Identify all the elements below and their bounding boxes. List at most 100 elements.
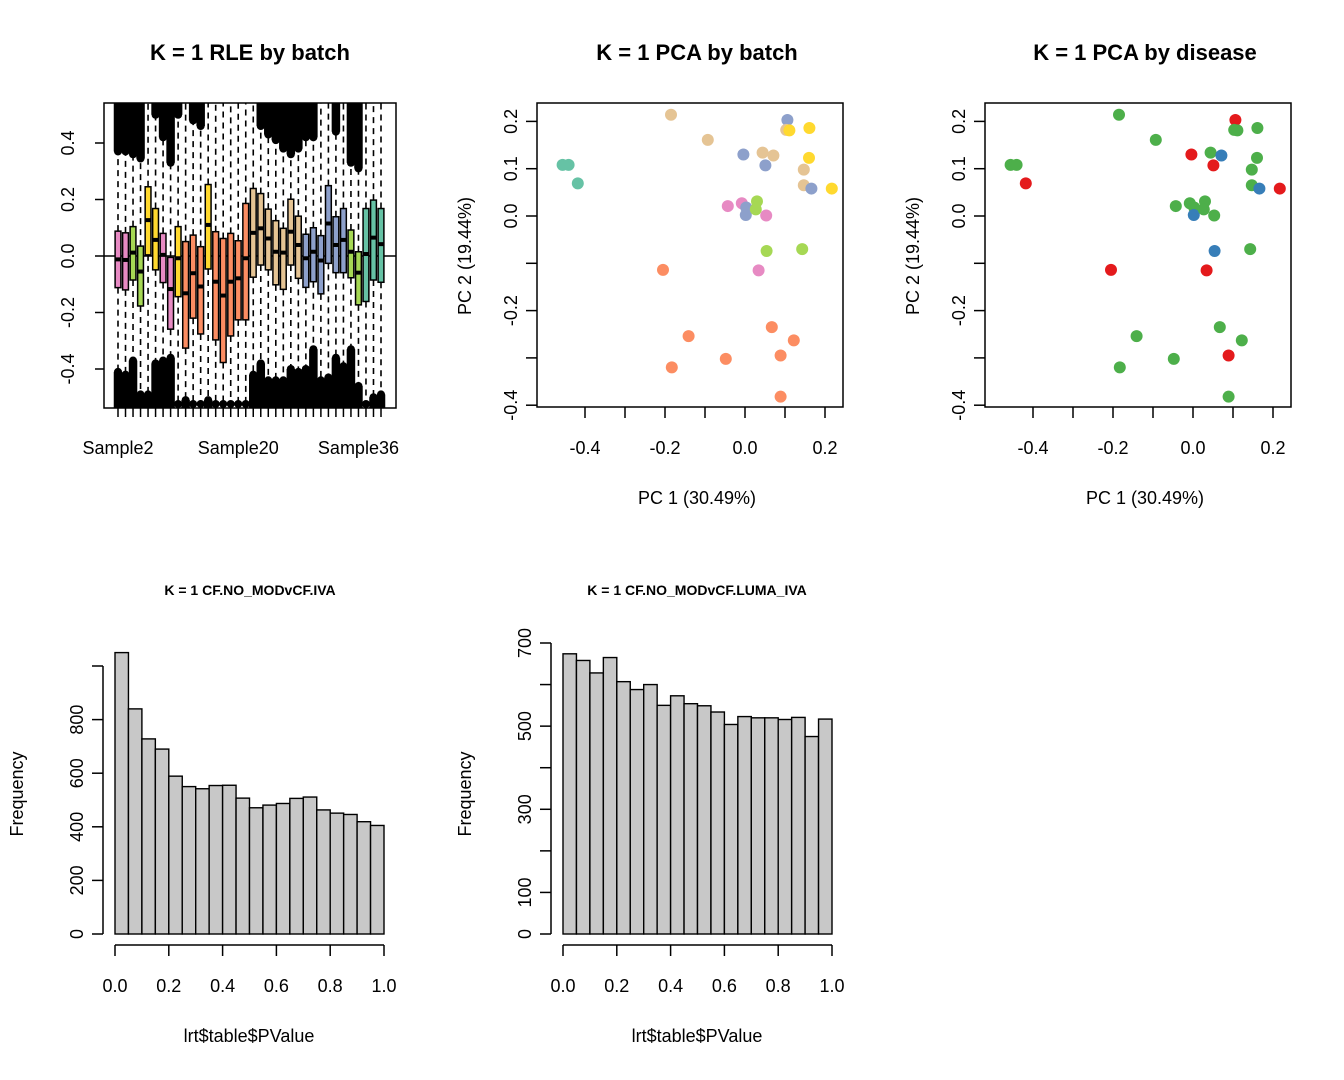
data-point-green bbox=[1213, 321, 1226, 334]
data-point-green bbox=[1235, 334, 1248, 347]
box-orange bbox=[227, 232, 235, 337]
outliers-upper bbox=[346, 103, 356, 163]
x-tick-label: 0.4 bbox=[210, 976, 235, 996]
x-tick-label: 0.4 bbox=[658, 976, 683, 996]
box-blue bbox=[317, 234, 325, 295]
outlier-point bbox=[196, 122, 205, 131]
y-tick-label: -0.4 bbox=[949, 390, 969, 421]
data-point-pink bbox=[721, 200, 734, 213]
y-tick-label: 300 bbox=[515, 794, 535, 824]
histogram-bar bbox=[154, 748, 170, 935]
data-point-orange bbox=[787, 334, 800, 347]
data-point-green bbox=[760, 245, 773, 258]
outliers-lower bbox=[346, 349, 356, 408]
outlier-point bbox=[256, 359, 265, 368]
chart-title: K = 1 CF.NO_MODvCF.IVA bbox=[164, 582, 335, 598]
outlier-point bbox=[361, 400, 370, 408]
data-point-yellow bbox=[803, 151, 815, 164]
x-tick-label: 0.2 bbox=[156, 976, 181, 996]
x-tick-label: 0.6 bbox=[264, 976, 289, 996]
outlier-point bbox=[196, 400, 205, 408]
outlier-point bbox=[271, 376, 280, 385]
histogram-bar bbox=[262, 804, 278, 935]
outliers-upper bbox=[264, 103, 273, 135]
outliers-lower bbox=[294, 371, 303, 408]
x-tick-label: 0.0 bbox=[1180, 438, 1205, 458]
box-blue bbox=[302, 233, 310, 289]
box-orange bbox=[212, 230, 220, 341]
outlier-point bbox=[151, 359, 160, 368]
x-axis-label: lrt$table$PValue bbox=[184, 1026, 315, 1046]
data-point-green bbox=[1113, 361, 1126, 374]
data-point-yellow bbox=[825, 182, 838, 195]
data-point-pink bbox=[752, 264, 765, 277]
histogram-bar bbox=[723, 723, 739, 935]
histogram-bar bbox=[696, 705, 712, 935]
box-green bbox=[354, 251, 363, 306]
outlier-point bbox=[121, 147, 130, 156]
box-green bbox=[347, 229, 355, 279]
outliers-upper bbox=[301, 103, 311, 138]
outlier-point bbox=[264, 376, 273, 385]
histogram-bar bbox=[629, 688, 645, 935]
panel-pca-by-disease: K = 1 PCA by disease PC 1 (30.49%) PC 2 … bbox=[903, 40, 1292, 508]
outlier-point bbox=[189, 400, 198, 408]
data-point-tan bbox=[767, 149, 780, 162]
y-tick-label: 0.2 bbox=[58, 187, 78, 212]
outlier-point bbox=[159, 356, 168, 365]
x-tick-label: 1.0 bbox=[819, 976, 844, 996]
outlier-point bbox=[369, 393, 378, 402]
panel-histogram-iva: K = 1 CF.NO_MODvCF.IVA lrt$table$PValue … bbox=[7, 582, 397, 1046]
data-point-orange bbox=[774, 390, 787, 403]
data-point-orange bbox=[719, 352, 732, 365]
outliers-upper bbox=[279, 103, 288, 149]
histogram-bar bbox=[316, 809, 331, 935]
histogram-bar bbox=[562, 653, 578, 935]
data-point-teal bbox=[562, 158, 575, 171]
box-orange bbox=[219, 237, 227, 364]
box-teal bbox=[369, 199, 378, 281]
outliers-lower bbox=[369, 397, 378, 408]
outlier-point bbox=[279, 144, 288, 153]
data-point-tan bbox=[665, 108, 677, 121]
outliers-lower bbox=[316, 380, 326, 408]
histogram-bar bbox=[342, 813, 358, 935]
outliers-upper bbox=[331, 103, 341, 132]
panel-pca-by-batch: K = 1 PCA by batch PC 1 (30.49%) PC 2 (1… bbox=[455, 40, 844, 508]
outlier-point bbox=[301, 133, 310, 142]
outlier-point bbox=[234, 400, 243, 408]
box-yellow bbox=[174, 225, 182, 298]
data-point-orange bbox=[665, 361, 678, 374]
data-point-blue bbox=[1215, 149, 1228, 162]
data-point-green bbox=[796, 243, 809, 256]
histogram-bar bbox=[737, 715, 752, 935]
data-point-orange bbox=[682, 330, 695, 343]
outlier-point bbox=[226, 400, 235, 408]
data-point-green bbox=[1197, 203, 1210, 216]
histogram-bar bbox=[235, 797, 251, 935]
outlier-point bbox=[309, 345, 318, 354]
outlier-point bbox=[346, 158, 355, 167]
data-point-green bbox=[1244, 243, 1257, 256]
outliers-lower bbox=[256, 363, 266, 408]
outlier-point bbox=[166, 353, 175, 362]
x-tick-label: 0.0 bbox=[550, 976, 575, 996]
data-point-tan bbox=[701, 133, 714, 146]
x-tick-label: 0.2 bbox=[604, 976, 629, 996]
histogram-bar bbox=[114, 651, 130, 935]
data-point-blue bbox=[739, 209, 752, 222]
x-axis-label: PC 1 (30.49%) bbox=[1086, 488, 1204, 508]
outlier-point bbox=[346, 345, 355, 354]
outlier-point bbox=[211, 400, 220, 408]
outlier-point bbox=[256, 122, 265, 131]
outliers-lower bbox=[249, 374, 258, 408]
histogram-bar bbox=[643, 683, 658, 935]
y-tick-label: 100 bbox=[515, 877, 535, 907]
outlier-point bbox=[331, 127, 340, 136]
outlier-point bbox=[316, 376, 325, 385]
histogram-bar bbox=[275, 802, 291, 935]
y-tick-label: 0.0 bbox=[501, 203, 521, 228]
outliers-upper bbox=[113, 103, 123, 152]
box-orange bbox=[189, 234, 197, 319]
